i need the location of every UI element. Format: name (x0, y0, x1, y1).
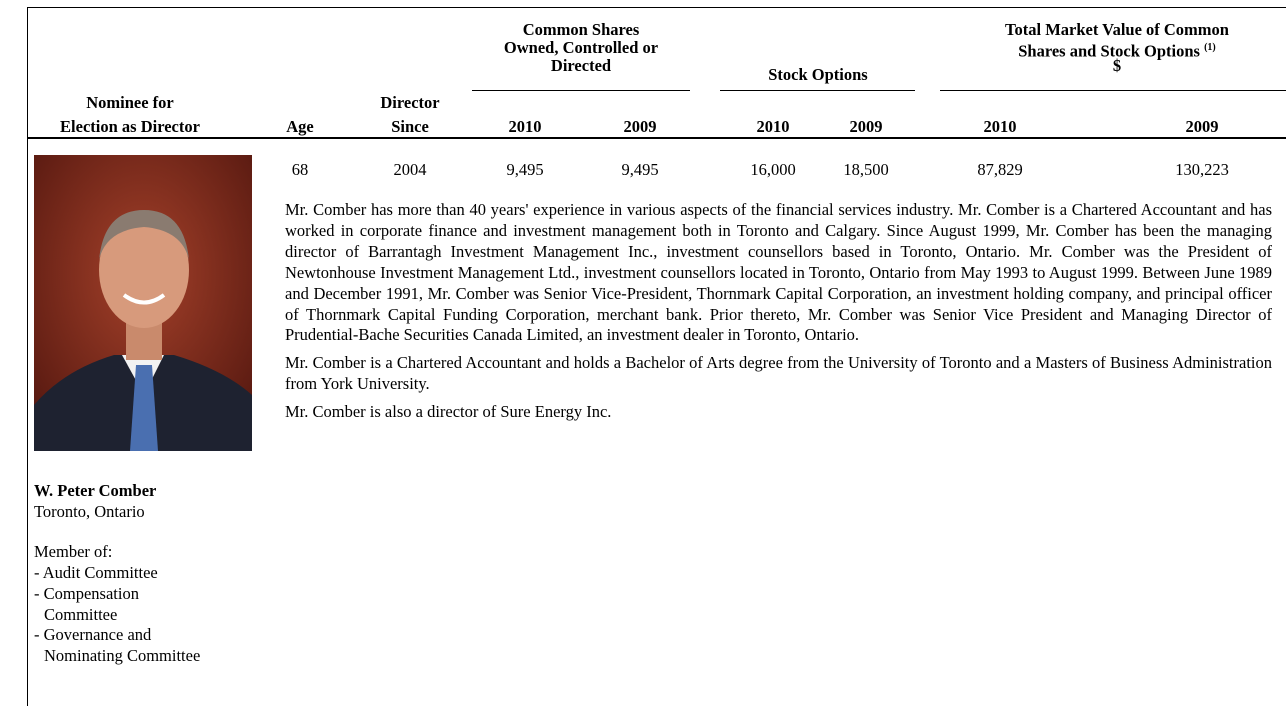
top-rule (27, 7, 1286, 8)
group-header-text: Common Shares (523, 20, 640, 39)
nominee-photo (34, 155, 252, 451)
bio-paragraph: Mr. Comber is a Chartered Accountant and… (285, 353, 1272, 395)
group-header-text: Owned, Controlled or (504, 38, 658, 57)
header-rule (27, 137, 1286, 139)
footnote-ref: (1) (1204, 42, 1216, 53)
nominee-location: Toronto, Ontario (34, 502, 264, 523)
bio-paragraph: Mr. Comber is also a director of Sure En… (285, 402, 1272, 423)
committee: Nominating Committee (34, 646, 264, 667)
group-rule (472, 90, 690, 91)
bio-paragraph: Mr. Comber has more than 40 years' exper… (285, 200, 1272, 346)
nominee-name: W. Peter Comber (34, 481, 264, 502)
group-rule (720, 90, 915, 91)
cell-value: 87,829 (900, 161, 1100, 179)
group-header: Common Shares (381, 21, 781, 39)
member-label: Member of: (34, 542, 264, 563)
group-header: Total Market Value of Common (917, 21, 1286, 39)
committee: Committee (34, 605, 264, 626)
cell-value: 130,223 (1102, 161, 1286, 179)
column-header: Nominee for (0, 94, 280, 112)
committee: - Compensation (34, 584, 264, 605)
page: Mr. Comber has more than 40 years' exper… (0, 0, 1286, 706)
group-header-text: Stock Options (768, 65, 867, 84)
committee: - Governance and (34, 625, 264, 646)
column-header: Director (260, 94, 560, 112)
group-header-text: Directed (551, 56, 611, 75)
column-header: 2009 (1052, 118, 1286, 136)
group-header-text: $ (1113, 56, 1121, 75)
group-header: Owned, Controlled or (381, 39, 781, 57)
committee: - Audit Committee (34, 563, 264, 584)
biography: Mr. Comber has more than 40 years' exper… (285, 200, 1272, 430)
group-header-text: Total Market Value of Common (1005, 20, 1229, 39)
group-header: $ (917, 57, 1286, 75)
group-rule (940, 90, 1286, 91)
